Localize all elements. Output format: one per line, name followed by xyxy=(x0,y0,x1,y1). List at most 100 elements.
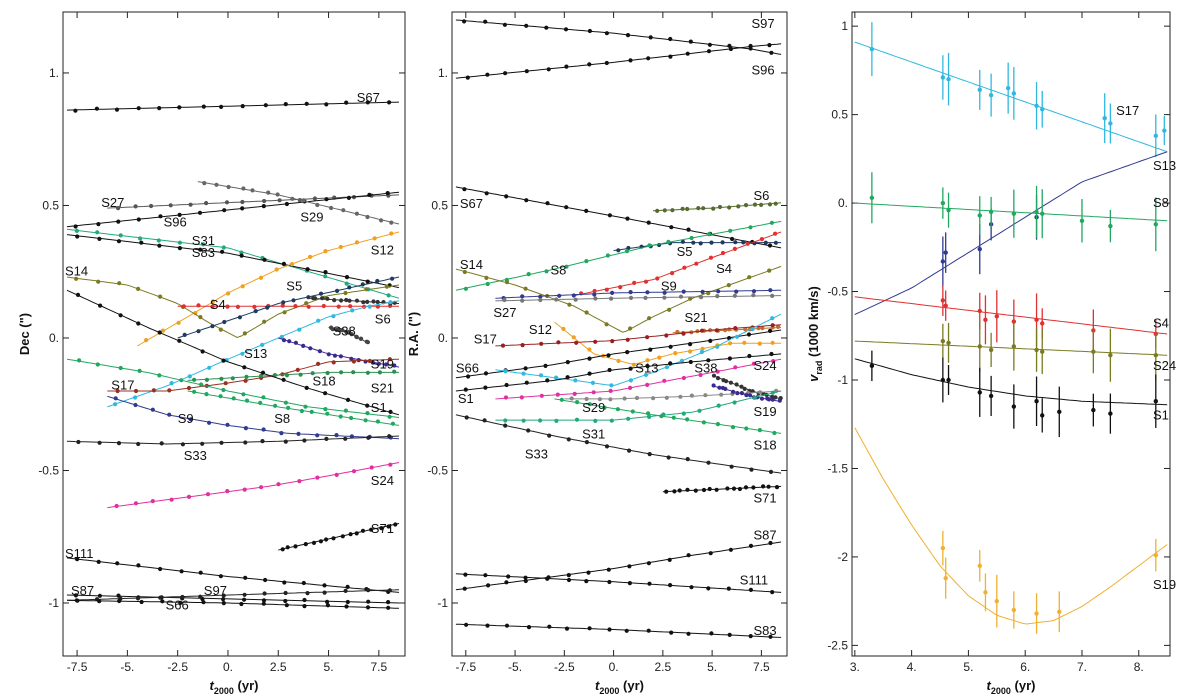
data-point xyxy=(587,626,592,631)
data-point xyxy=(685,487,690,492)
data-point xyxy=(706,358,711,363)
data-point xyxy=(700,289,705,294)
data-point xyxy=(365,214,370,220)
data-point xyxy=(526,625,532,630)
data-point xyxy=(283,439,288,444)
series-s71 xyxy=(662,484,782,494)
series-s17 xyxy=(854,22,1168,158)
data-point xyxy=(309,409,314,414)
data-point xyxy=(219,104,224,109)
data-point xyxy=(235,304,240,309)
data-point xyxy=(681,375,687,381)
data-point xyxy=(463,387,468,392)
data-point xyxy=(700,346,705,351)
data-point xyxy=(323,274,328,279)
data-point xyxy=(988,92,994,98)
data-point xyxy=(219,440,224,445)
data-point xyxy=(647,452,652,457)
data-point xyxy=(1005,85,1011,91)
data-point xyxy=(343,408,348,413)
data-point xyxy=(159,441,164,446)
series-line xyxy=(854,340,1168,356)
data-point xyxy=(715,294,720,299)
data-point xyxy=(75,234,80,239)
data-point xyxy=(555,392,560,397)
plot-frame xyxy=(851,11,1171,657)
data-point xyxy=(96,222,101,227)
data-point xyxy=(343,290,348,296)
data-point xyxy=(736,204,741,209)
y-tick-label: 0. xyxy=(438,331,448,345)
series-line xyxy=(455,623,782,638)
data-point xyxy=(351,469,357,474)
data-point xyxy=(390,421,395,426)
data-point xyxy=(774,485,780,490)
series-label: S96 xyxy=(752,62,775,77)
data-point xyxy=(393,522,398,527)
data-point xyxy=(302,438,307,443)
data-point xyxy=(573,378,578,383)
data-point xyxy=(367,304,372,309)
data-point xyxy=(116,593,121,598)
panel-ra: -7.5 -5. -2.5 0. 2.5 5. 7.5 -1 -0.5 0. 0.5 1. t2000 … xyxy=(406,11,788,696)
data-point xyxy=(751,485,756,490)
data-point xyxy=(977,563,982,568)
data-point xyxy=(544,269,549,274)
data-point xyxy=(769,220,775,225)
series-label: S13 xyxy=(244,346,267,361)
series-s111 xyxy=(455,572,782,595)
data-point xyxy=(280,303,285,308)
data-point xyxy=(262,319,267,324)
data-point xyxy=(160,599,165,604)
data-point xyxy=(157,373,162,378)
data-point xyxy=(207,365,212,370)
data-point xyxy=(763,240,768,245)
data-point xyxy=(655,276,660,281)
series-s6 xyxy=(308,296,399,306)
data-point xyxy=(608,397,613,402)
data-point xyxy=(574,340,579,345)
data-point xyxy=(770,340,775,345)
data-point xyxy=(306,304,311,309)
data-point xyxy=(631,362,636,367)
data-point xyxy=(571,335,576,340)
data-point xyxy=(685,417,690,422)
data-point xyxy=(760,326,765,331)
x-tick-label: 8. xyxy=(1134,660,1144,674)
data-point xyxy=(389,231,394,236)
data-point xyxy=(286,405,291,410)
data-point xyxy=(719,392,724,397)
data-point xyxy=(728,380,734,385)
data-point xyxy=(607,367,612,373)
data-point xyxy=(759,396,765,401)
data-point xyxy=(339,370,344,375)
data-point xyxy=(628,58,633,63)
data-point xyxy=(482,418,487,423)
series-line xyxy=(455,414,782,474)
data-point xyxy=(97,599,102,604)
data-point xyxy=(664,333,669,338)
x-axis-label-unit: (yr) xyxy=(234,678,259,693)
data-point xyxy=(250,188,255,193)
data-point xyxy=(339,298,344,303)
data-point xyxy=(379,526,384,531)
data-point xyxy=(664,365,670,370)
data-point xyxy=(726,586,731,591)
data-point xyxy=(133,388,139,394)
x-axis-label-main: t xyxy=(210,678,215,693)
data-point xyxy=(647,581,652,586)
data-point xyxy=(316,361,321,366)
data-point xyxy=(770,590,775,595)
data-point xyxy=(356,358,361,363)
data-point xyxy=(305,591,310,596)
data-point xyxy=(584,579,589,584)
data-point xyxy=(354,531,359,536)
data-point xyxy=(977,308,982,314)
data-point xyxy=(751,361,757,366)
data-point xyxy=(618,285,623,290)
data-point xyxy=(685,206,690,212)
data-point xyxy=(769,351,774,357)
data-point xyxy=(272,373,277,378)
data-point xyxy=(157,106,162,111)
data-point xyxy=(169,381,174,386)
